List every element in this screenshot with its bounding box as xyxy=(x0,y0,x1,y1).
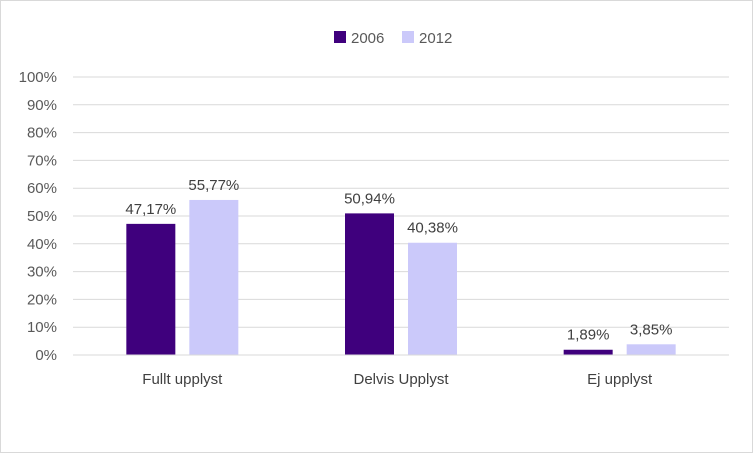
y-tick-label: 0% xyxy=(35,347,57,364)
gridlines xyxy=(73,76,729,328)
bar-2012-2 xyxy=(408,242,457,355)
x-category-label: Fullt upplyst xyxy=(142,371,223,388)
y-tick-label: 60% xyxy=(27,180,57,197)
x-category-label: Ej upplyst xyxy=(587,371,653,388)
y-tick-label: 40% xyxy=(27,236,57,253)
data-label: 1,89% xyxy=(567,327,610,344)
y-tick-label: 90% xyxy=(27,97,57,114)
y-tick-label: 20% xyxy=(27,291,57,308)
x-axis: Fullt upplyst Delvis Upplyst Ej upplyst xyxy=(73,354,729,388)
bar-2006-2 xyxy=(345,213,394,355)
bar-2006-3 xyxy=(563,349,613,355)
legend-swatch-2006 xyxy=(334,31,346,43)
legend: 2006 2012 xyxy=(334,30,452,47)
data-label: 47,17% xyxy=(125,201,176,218)
data-label: 40,38% xyxy=(407,220,458,237)
data-label: 3,85% xyxy=(630,321,673,338)
legend-swatch-2012 xyxy=(402,31,414,43)
y-tick-label: 100% xyxy=(19,69,57,86)
bar-2012-3 xyxy=(626,344,676,355)
x-category-label: Delvis Upplyst xyxy=(353,371,449,388)
y-axis: 0% 10% 20% 30% 40% 50% 60% 70% 80% 90% 100% xyxy=(19,69,57,364)
y-tick-label: 80% xyxy=(27,125,57,142)
data-label: 50,94% xyxy=(344,190,395,207)
bar-2006-1 xyxy=(126,223,176,355)
y-tick-label: 50% xyxy=(27,208,57,225)
data-label: 55,77% xyxy=(188,177,239,194)
legend-label-2012: 2012 xyxy=(419,30,452,47)
y-tick-label: 70% xyxy=(27,152,57,169)
y-tick-label: 10% xyxy=(27,319,57,336)
legend-label-2006: 2006 xyxy=(351,30,384,47)
y-tick-label: 30% xyxy=(27,264,57,281)
bar-2012-1 xyxy=(189,199,239,355)
bars: 47,17% 55,77% 50,94% 40,38% 1,89% 3,85% xyxy=(125,177,676,355)
